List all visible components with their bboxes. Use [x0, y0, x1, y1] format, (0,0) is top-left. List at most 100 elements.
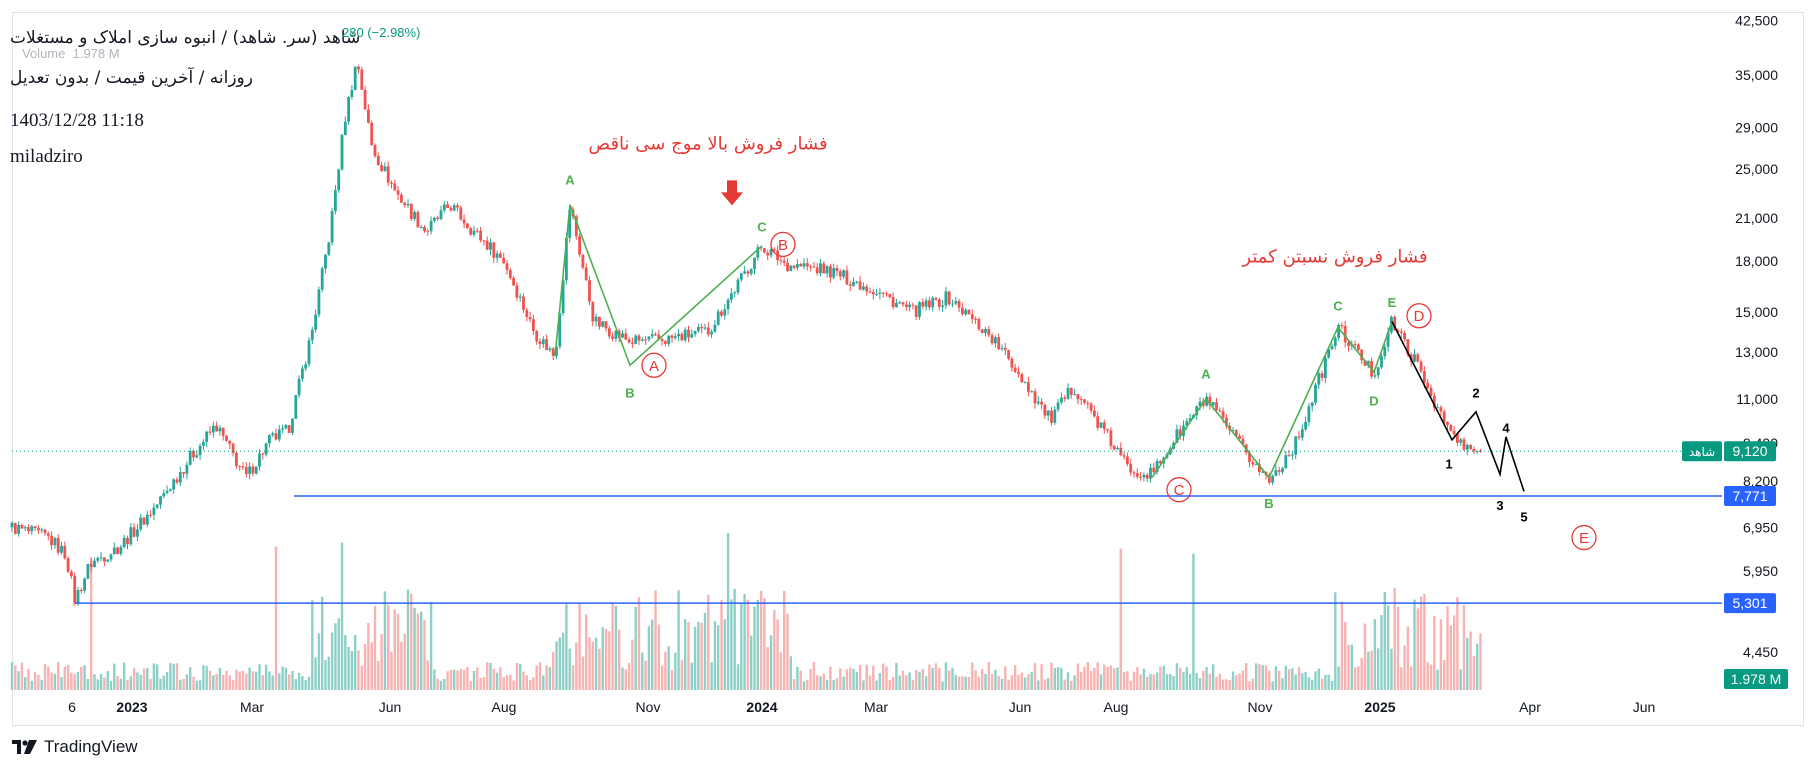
candle	[1066, 388, 1070, 399]
volume-bar	[542, 675, 545, 690]
volume-bar	[911, 680, 915, 690]
candle	[314, 314, 317, 330]
volume-bar	[552, 652, 555, 690]
volume-bar	[1103, 664, 1106, 690]
volume-bar	[1264, 665, 1268, 690]
candle	[974, 318, 977, 320]
candle	[829, 266, 832, 278]
candle	[489, 242, 492, 250]
candle	[703, 327, 707, 329]
wave-label: A	[1201, 366, 1211, 381]
x-tick-label: Nov	[1248, 699, 1273, 715]
volume-bar	[37, 674, 40, 690]
volume-bar	[845, 669, 849, 690]
candle	[1442, 411, 1446, 423]
volume-bar	[1429, 664, 1433, 690]
candle	[957, 301, 961, 308]
candle	[555, 346, 558, 356]
candle	[1000, 348, 1004, 350]
candle	[574, 216, 578, 237]
volume-bar	[954, 674, 957, 690]
volume-bar	[426, 660, 429, 690]
volume-bar	[495, 672, 499, 690]
candle	[1320, 373, 1324, 378]
volume-bar	[297, 672, 301, 690]
volume-bar	[1162, 665, 1165, 690]
volume-bar	[10, 662, 14, 690]
volume-bar	[581, 656, 585, 690]
candle	[987, 329, 991, 336]
candle	[1050, 410, 1053, 423]
candle	[258, 453, 261, 467]
circled-wave-label: D	[1406, 303, 1432, 329]
candle	[1281, 468, 1284, 472]
candle	[23, 527, 27, 529]
wave-label: 4	[1502, 420, 1510, 435]
level-price-badge	[1724, 593, 1776, 614]
candle	[594, 316, 598, 322]
candle	[195, 455, 199, 458]
candle	[1142, 474, 1146, 478]
volume-bar	[594, 637, 598, 690]
volume-bar	[1152, 674, 1155, 690]
down-arrow-icon	[721, 180, 743, 206]
candle	[1030, 391, 1034, 393]
candle	[10, 522, 14, 528]
y-tick-label: 5,950	[1743, 563, 1778, 579]
candle	[353, 66, 357, 91]
volume-bar	[1248, 681, 1251, 690]
candle	[522, 296, 525, 310]
volume-bar	[1350, 644, 1353, 690]
candle	[380, 165, 383, 171]
candle	[792, 265, 796, 268]
volume-bar	[693, 626, 697, 690]
candle	[66, 558, 70, 572]
volume-bar	[1449, 625, 1452, 690]
x-tick-label: Jun	[1009, 699, 1032, 715]
candle	[330, 211, 334, 243]
volume-bar	[882, 663, 885, 690]
volume-bar	[1238, 673, 1241, 690]
candle	[343, 121, 347, 136]
candle	[96, 558, 100, 561]
tradingview-logo[interactable]: TradingView	[12, 737, 138, 757]
candle	[1145, 474, 1149, 479]
candle	[1393, 316, 1397, 331]
candle	[1099, 422, 1103, 428]
candle	[1231, 430, 1235, 432]
volume-bar	[278, 673, 281, 690]
volume-bar	[990, 673, 994, 690]
candle	[165, 490, 169, 493]
candle	[647, 336, 651, 340]
candle	[1159, 461, 1162, 464]
candle	[1149, 467, 1152, 479]
wave-circle-text: B	[778, 237, 788, 254]
volume-bar	[387, 604, 390, 690]
volume-bar	[235, 669, 238, 690]
candle	[1241, 438, 1245, 445]
candle	[413, 211, 416, 219]
candle	[334, 190, 337, 212]
volume-bar	[123, 662, 126, 690]
candle	[419, 226, 423, 228]
volume-bar	[604, 628, 608, 690]
candle	[1465, 444, 1469, 450]
volume-bar	[1188, 673, 1192, 690]
wave-label: 2	[1472, 386, 1479, 401]
volume-bar	[271, 675, 274, 690]
candle	[1060, 397, 1063, 403]
candle	[492, 242, 496, 258]
volume-bar	[677, 590, 680, 690]
candle	[433, 217, 436, 221]
candle	[337, 169, 341, 191]
candle	[687, 329, 690, 338]
volume-bar	[30, 680, 33, 690]
candle	[327, 242, 331, 255]
volume-bar	[330, 632, 334, 690]
candle	[1079, 399, 1083, 401]
elliott-corrective-wave-line	[1151, 321, 1393, 480]
volume-bar	[548, 667, 552, 690]
wave-label: 3	[1496, 498, 1503, 513]
candle	[271, 433, 275, 436]
